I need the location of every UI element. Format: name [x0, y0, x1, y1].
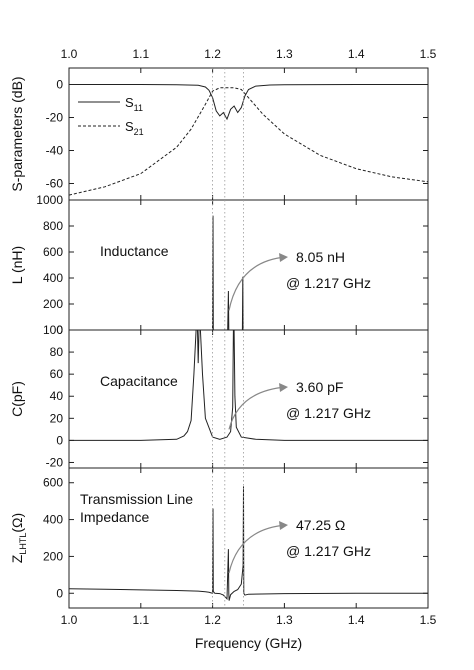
y-tick-label: 40	[50, 389, 64, 403]
panel-capacitance: 100 80 60 40 20 0 -20 C(pF) Capacitance 3.60 pF @ …	[9, 323, 429, 469]
series-s11	[69, 84, 428, 121]
panel-label: Inductance	[100, 243, 169, 259]
annotation-value: 47.25 Ω	[296, 517, 345, 533]
x-axis-title: Frequency (GHz)	[195, 635, 302, 651]
y-tick-label: 0	[56, 586, 63, 600]
annotation-arrowhead	[279, 383, 288, 392]
y-tick-label: 80	[50, 345, 64, 359]
y-axis-title: C(pF)	[9, 381, 25, 417]
y-tick-label: -40	[46, 144, 64, 158]
top-x-tick-label: 1.3	[276, 47, 293, 61]
top-x-tick-label: 1.0	[61, 47, 78, 61]
y-tick-label: -20	[46, 455, 64, 469]
y-tick-label: 20	[50, 411, 64, 425]
legend-label-1: S11	[125, 95, 143, 113]
panel-label: Capacitance	[100, 373, 178, 389]
annotation-value: 8.05 nH	[296, 249, 345, 265]
y-tick-label: 600	[43, 245, 63, 259]
bottom-x-axis: 1.0 1.1 1.2 1.3 1.4 1.5	[61, 613, 437, 627]
y-tick-label: 1000	[36, 193, 63, 207]
panel-label-line2: Impedance	[80, 509, 149, 525]
annotation-value: 3.60 pF	[296, 379, 343, 395]
annotation-arrowhead	[279, 253, 288, 262]
y-tick-label: 600	[43, 476, 63, 490]
annotation-arrow	[228, 524, 287, 574]
y-tick-label: 60	[50, 367, 64, 381]
panel-frame	[68, 467, 429, 609]
series-s21	[69, 87, 428, 196]
y-tick-label: 0	[56, 78, 63, 92]
annotation-frequency: @ 1.217 GHz	[286, 543, 371, 559]
y-tick-label: 0	[56, 323, 63, 337]
annotation-frequency: @ 1.217 GHz	[286, 275, 371, 291]
top-x-tick-label: 1.2	[204, 47, 221, 61]
panel-label-line1: Transmission Line	[80, 491, 193, 507]
legend-label-2: S21	[125, 119, 144, 137]
y-axis-title: L (nH)	[9, 246, 25, 284]
y-tick-label: 800	[43, 219, 63, 233]
top-x-tick-label: 1.5	[420, 47, 437, 61]
panels: 0-20-40-60S-parameters (dB) S11S211000800…	[9, 67, 429, 609]
panel-impedance: 600 400 200 0 ZLHTL(Ω) Transmission Line Imped…	[9, 467, 429, 609]
panel-frame	[68, 199, 429, 331]
y-tick-label: 200	[43, 297, 63, 311]
y-tick-label: 0	[56, 433, 63, 447]
top-x-tick-label: 1.4	[348, 47, 365, 61]
y-tick-label: -60	[46, 177, 64, 191]
annotation-arrowhead	[279, 521, 288, 530]
annotation-frequency: @ 1.217 GHz	[286, 405, 371, 421]
x-tick-label: 1.4	[348, 613, 365, 627]
annotation-arrow	[228, 256, 287, 311]
y-tick-label: 100	[43, 323, 63, 337]
top-x-tick-label: 1.1	[132, 47, 149, 61]
y-tick-label: 400	[43, 513, 63, 527]
x-tick-label: 1.2	[204, 613, 221, 627]
y-tick-label: -20	[46, 111, 64, 125]
panel-inductance: 1000 800 600 400 200 0 L (nH) Inductance 8.05 nH…	[9, 193, 429, 337]
y-axis-title: S-parameters (dB)	[9, 76, 25, 191]
x-tick-label: 1.0	[61, 613, 78, 627]
x-tick-label: 1.1	[132, 613, 149, 627]
y-tick-label: 200	[43, 549, 63, 563]
annotation-arrow	[228, 386, 287, 430]
guide-lines	[212, 68, 244, 608]
top-x-axis: 1.0 1.1 1.2 1.3 1.4 1.5	[61, 47, 437, 61]
x-tick-label: 1.5	[420, 613, 437, 627]
series-z	[69, 486, 428, 601]
x-tick-label: 1.3	[276, 613, 293, 627]
y-tick-label: 400	[43, 271, 63, 285]
y-axis-title: ZLHTL(Ω)	[9, 513, 28, 563]
series-c	[69, 330, 428, 441]
